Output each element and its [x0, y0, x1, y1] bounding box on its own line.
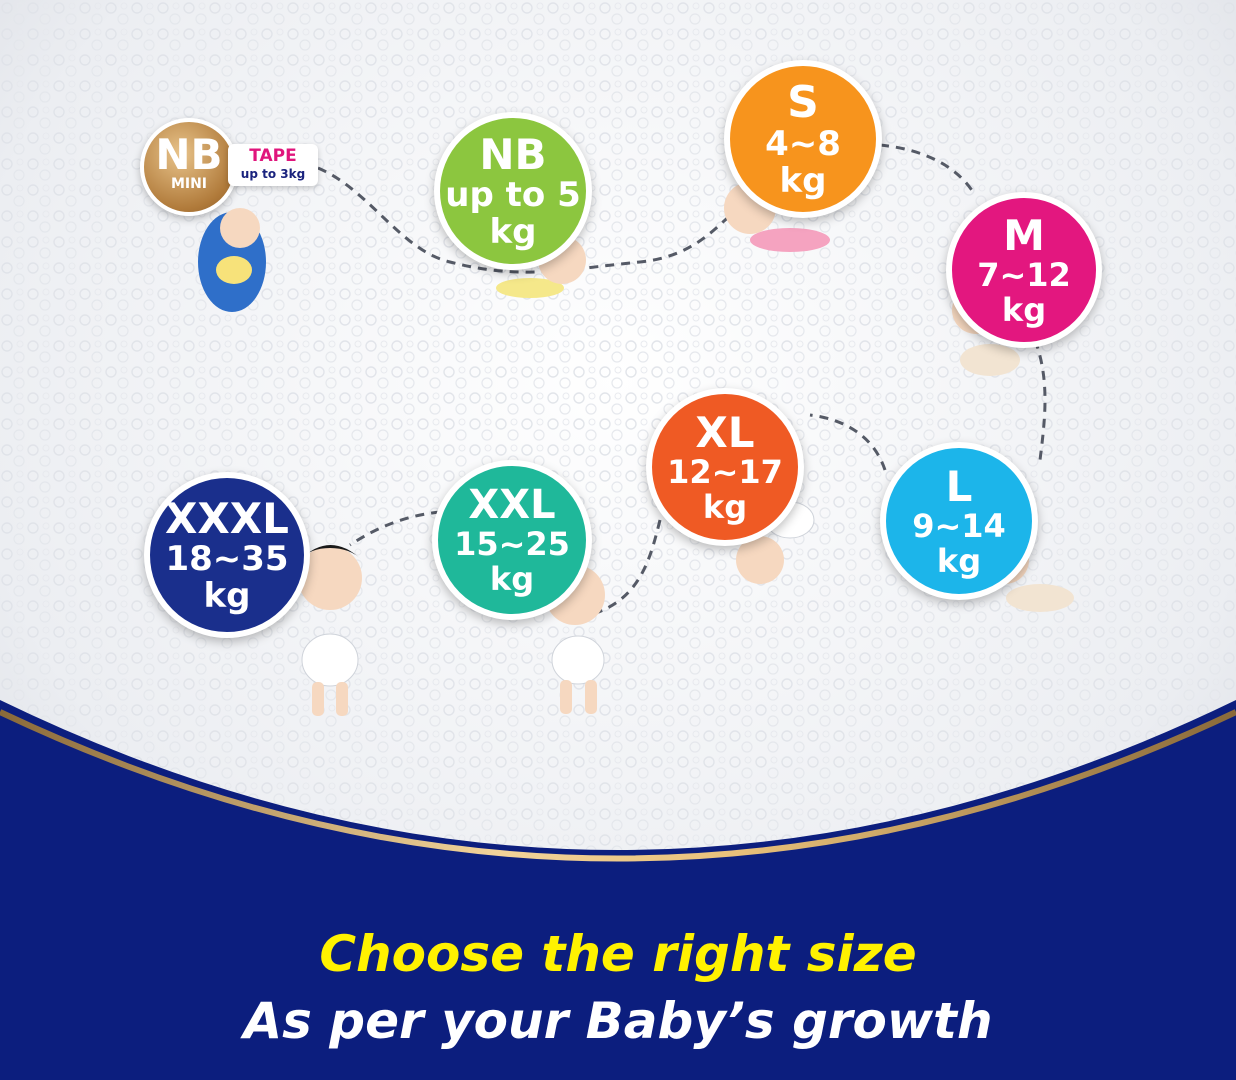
size-circle-xxl: XXL 15~25 kg [432, 460, 592, 620]
size-label: XL [695, 407, 755, 457]
size-circle-xl: XL 12~17 kg [646, 388, 804, 546]
size-unit: kg [779, 160, 827, 201]
nb-mini-badge: NB MINI [140, 118, 238, 216]
size-unit: kg [489, 559, 535, 598]
size-unit: kg [203, 575, 251, 616]
size-label: NB [479, 129, 547, 179]
size-label: S [787, 76, 819, 128]
size-label: M [1003, 210, 1045, 260]
size-circle-m: M 7~12 kg [946, 192, 1102, 348]
size-unit: kg [489, 211, 537, 252]
size-range: 12~17 [667, 453, 783, 492]
nb-mini-range: up to 3kg [240, 167, 306, 181]
size-unit: kg [1001, 290, 1047, 329]
size-range: 15~25 [454, 525, 570, 564]
size-label: L [945, 461, 973, 511]
size-circle-xxxl: XXXL 18~35 kg [144, 472, 310, 638]
tagline-headline: Choose the right size [319, 925, 917, 983]
size-range: 4~8 [765, 124, 841, 165]
size-label: XXL [468, 481, 556, 528]
size-label: XXXL [165, 493, 289, 543]
navy-panel [0, 700, 1236, 1080]
size-range: 9~14 [912, 507, 1006, 546]
size-unit: kg [936, 541, 982, 580]
size-circle-nb: NB up to 5 kg [434, 112, 592, 270]
walking-baby-icon [298, 545, 362, 716]
size-range: up to 5 [445, 174, 581, 215]
nb-mini-brand: NB [155, 130, 223, 179]
size-range: 7~12 [977, 256, 1071, 295]
size-circle-l: L 9~14 kg [880, 442, 1038, 600]
nb-mini-tape-tag: TAPE up to 3kg [228, 144, 318, 186]
size-unit: kg [702, 487, 748, 526]
swaddled-baby-icon [198, 208, 266, 312]
nb-mini-sub: MINI [170, 176, 208, 192]
gold-curve [0, 709, 1236, 862]
tagline-subline: As per your Baby’s growth [243, 992, 993, 1050]
nb-mini-tape-label: TAPE [249, 146, 297, 166]
size-circle-s: S 4~8 kg [724, 60, 882, 218]
size-range: 18~35 [165, 538, 289, 579]
